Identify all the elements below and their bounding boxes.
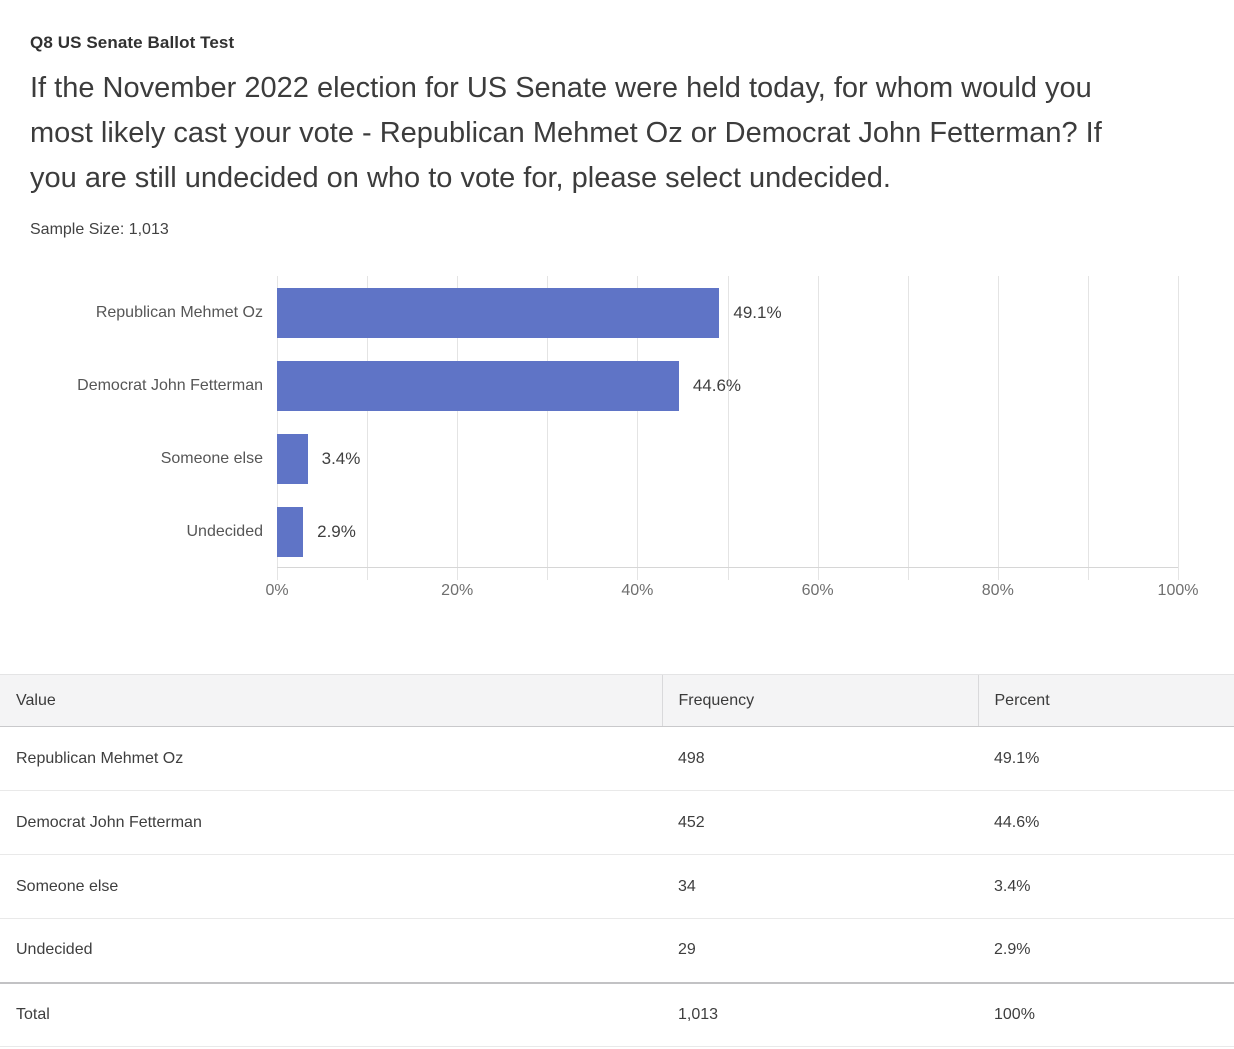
bar: [277, 361, 679, 411]
bar-value-label: 2.9%: [317, 522, 356, 541]
results-table: Value Frequency Percent Republican Mehme…: [0, 674, 1234, 1047]
gridline: [907, 276, 909, 580]
table-cell: 29: [662, 918, 978, 983]
table-row: Total 1,013 100%: [0, 981, 1234, 1047]
question-title-line: If the November 2022 election for US Sen…: [30, 72, 1092, 104]
bar-value-label: 49.1%: [733, 303, 782, 322]
plot-area: 49.1% 44.6% 3.4% 2.9% 0% 20% 40% 60% 80% 100%: [265, 276, 1198, 599]
gridline: [277, 276, 278, 580]
table-cell: Republican Mehmet Oz: [0, 726, 662, 791]
table-row: Undecided 29 2.9%: [0, 918, 1234, 983]
table-cell: 3.4%: [978, 854, 1234, 919]
category-label: Republican Mehmet Oz: [95, 304, 263, 321]
bar: [277, 434, 308, 484]
x-tick-label: 20%: [441, 582, 474, 599]
question-code: Q8 US Senate Ballot Test: [30, 33, 235, 52]
table-cell: 34: [662, 854, 978, 919]
gridline: [727, 276, 729, 580]
table-cell: 100%: [978, 981, 1234, 1047]
table-row: Republican Mehmet Oz 498 49.1%: [0, 726, 1234, 791]
gridline: [547, 276, 549, 580]
question-title: If the November 2022 election for US Sen…: [30, 66, 1204, 201]
table-cell: 49.1%: [978, 726, 1234, 791]
bar-chart: 49.1% 44.6% 3.4% 2.9% 0% 20% 40% 60% 80% 100% Rep…: [30, 276, 1204, 602]
table-cell: 2.9%: [978, 918, 1234, 983]
category-label: Undecided: [186, 523, 264, 540]
column-header-frequency: Frequency: [661, 674, 978, 727]
x-tick-label: 0%: [265, 582, 289, 599]
table-header-row: Value Frequency Percent: [0, 674, 1234, 727]
sample-size-label: Sample Size: 1,013: [30, 221, 169, 238]
column-header-percent: Percent: [977, 674, 1234, 727]
gridline: [997, 276, 999, 580]
bar-value-label: 3.4%: [321, 449, 361, 468]
question-title-line: you are still undecided on who to vote f…: [30, 162, 891, 194]
gridline: [457, 276, 459, 580]
column-header-value: Value: [0, 674, 662, 727]
category-label: Democrat John Fetterman: [77, 377, 263, 394]
gridline: [1178, 276, 1179, 580]
table-cell: Democrat John Fetterman: [0, 790, 662, 855]
gridline: [817, 276, 819, 580]
category-label: Someone else: [160, 450, 263, 467]
gridline: [637, 276, 639, 580]
table-cell: 1,013: [662, 981, 978, 1047]
table-cell: Someone else: [0, 854, 662, 919]
table-cell: 498: [662, 726, 978, 791]
x-tick-label: 60%: [801, 582, 834, 599]
x-axis-line: [277, 567, 1178, 568]
table-body: Republican Mehmet Oz 498 49.1% Democrat Joh…: [0, 726, 1234, 1047]
gridline: [367, 276, 369, 580]
x-tick-label: 100%: [1157, 582, 1199, 599]
question-title-line: most likely cast your vote - Republican …: [30, 117, 1102, 149]
table-cell: Undecided: [0, 918, 662, 983]
table-row: Someone else 34 3.4%: [0, 854, 1234, 919]
table-cell: 44.6%: [978, 790, 1234, 855]
bar: [277, 288, 720, 338]
table-cell: Total: [0, 981, 662, 1047]
x-tick-label: 40%: [621, 582, 654, 599]
gridline: [1087, 276, 1089, 580]
x-tick-label: 80%: [981, 582, 1014, 599]
table-cell: 452: [662, 790, 978, 855]
table-row: Democrat John Fetterman 452 44.6%: [0, 790, 1234, 855]
bar: [277, 507, 304, 557]
bar-value-label: 44.6%: [692, 376, 742, 395]
